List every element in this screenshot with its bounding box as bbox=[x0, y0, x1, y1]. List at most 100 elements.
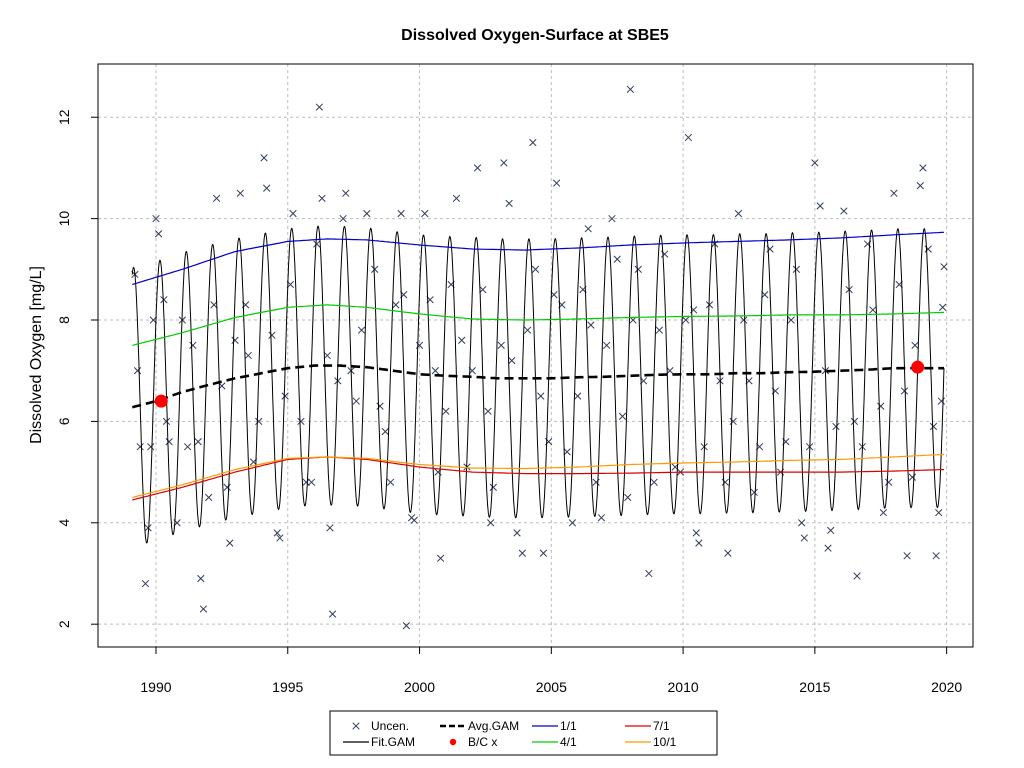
uncen-point bbox=[363, 209, 371, 218]
uncen-point bbox=[133, 367, 142, 375]
uncen-point bbox=[523, 326, 532, 334]
legend-label: Uncen. bbox=[371, 719, 409, 733]
x-tick-label: 2000 bbox=[404, 679, 435, 695]
uncen-point bbox=[260, 154, 268, 162]
uncen-point bbox=[276, 534, 284, 542]
uncen-point bbox=[497, 341, 505, 350]
uncen-point bbox=[141, 579, 150, 588]
series-fit-gam bbox=[131, 225, 945, 544]
uncen-point bbox=[624, 493, 632, 502]
bc-point bbox=[911, 360, 925, 374]
y-tick-label: 12 bbox=[56, 109, 72, 125]
uncen-point bbox=[231, 336, 239, 344]
uncen-point bbox=[268, 331, 276, 339]
uncen-point bbox=[144, 524, 152, 532]
uncen-point bbox=[724, 549, 732, 557]
uncen-point bbox=[940, 263, 948, 271]
uncen-point bbox=[183, 443, 192, 451]
uncen-point bbox=[816, 202, 824, 210]
uncen-point bbox=[626, 85, 635, 94]
series-4-1 bbox=[132, 304, 945, 346]
uncen-point bbox=[853, 572, 861, 580]
uncen-point bbox=[165, 438, 173, 446]
uncen-point bbox=[410, 516, 418, 524]
uncen-point bbox=[500, 159, 508, 167]
uncen-point bbox=[885, 478, 893, 486]
uncen-point bbox=[205, 493, 213, 502]
uncen-point bbox=[877, 402, 885, 410]
uncen-point bbox=[421, 209, 429, 218]
uncen-point bbox=[152, 214, 160, 223]
uncen-point bbox=[608, 214, 616, 223]
uncen-point bbox=[903, 552, 911, 560]
uncen-point bbox=[824, 544, 832, 552]
uncen-point bbox=[740, 316, 748, 324]
uncen-point bbox=[937, 397, 946, 405]
uncen-point bbox=[473, 164, 482, 172]
x-tick-label: 1990 bbox=[140, 679, 171, 695]
legend: Uncen. Fit.GAM Avg.GAM B/C x 1/1 4/1 7/1 10/1 bbox=[329, 710, 718, 756]
uncen-point bbox=[929, 422, 938, 431]
uncen-point bbox=[263, 184, 271, 192]
uncen-point bbox=[539, 549, 548, 557]
y-axis-label: Dissolved Oxygen [mg/L] bbox=[28, 266, 45, 444]
uncen-point bbox=[721, 478, 729, 486]
uncen-point bbox=[592, 478, 600, 486]
chart-title: Dissolved Oxygen-Surface at SBE5 bbox=[401, 27, 669, 44]
uncen-point bbox=[323, 351, 331, 360]
uncen-point bbox=[479, 285, 487, 294]
uncen-point bbox=[650, 478, 658, 486]
uncen-point bbox=[357, 326, 366, 334]
uncen-point bbox=[244, 351, 252, 360]
uncen-point bbox=[223, 483, 231, 491]
x-tick-label: 2010 bbox=[668, 679, 699, 695]
grid-lines bbox=[98, 64, 973, 647]
uncen-point bbox=[431, 367, 440, 375]
x-tick-label: 2005 bbox=[536, 679, 567, 695]
uncen-point bbox=[289, 209, 297, 218]
series-avg-gam bbox=[131, 364, 944, 409]
uncen-point bbox=[531, 265, 540, 273]
uncen-point bbox=[935, 509, 943, 517]
uncen-point bbox=[273, 529, 281, 537]
uncen-point bbox=[397, 209, 405, 218]
uncen-point bbox=[800, 534, 808, 542]
uncen-point bbox=[318, 194, 326, 202]
uncen-point bbox=[684, 133, 693, 142]
uncen-point bbox=[574, 392, 582, 400]
legend-label: 1/1 bbox=[560, 719, 577, 733]
uncen-point bbox=[136, 443, 144, 451]
uncen-point bbox=[939, 303, 947, 311]
plot-frame bbox=[97, 63, 974, 648]
uncen-point bbox=[563, 448, 571, 456]
uncen-point bbox=[518, 549, 526, 557]
uncen-point bbox=[147, 443, 155, 451]
uncen-point bbox=[386, 478, 395, 486]
uncen-point bbox=[226, 539, 234, 547]
legend-label: 4/1 bbox=[560, 735, 577, 749]
uncen-point bbox=[613, 255, 621, 263]
uncen-point bbox=[315, 103, 324, 111]
uncen-point bbox=[339, 214, 347, 223]
uncen-point bbox=[634, 265, 642, 273]
legend-marker bbox=[352, 722, 360, 730]
uncen-point bbox=[458, 336, 466, 344]
uncen-point bbox=[436, 554, 445, 562]
uncen-point bbox=[513, 529, 521, 537]
bc-point bbox=[154, 394, 168, 408]
axes: 1990 1995 2000 2005 2010 2015 2020 2 4 6 8 10 12 bbox=[56, 109, 962, 695]
uncen-point bbox=[402, 622, 411, 630]
plot-area bbox=[131, 85, 948, 630]
uncen-point bbox=[505, 199, 513, 208]
uncen-point bbox=[371, 265, 379, 273]
y-tick-label: 4 bbox=[56, 519, 72, 527]
uncen-point bbox=[236, 189, 244, 197]
uncen-point bbox=[692, 529, 700, 537]
uncen-point bbox=[508, 356, 516, 365]
uncen-point bbox=[792, 265, 801, 273]
uncen-point bbox=[302, 478, 310, 486]
uncen-point bbox=[655, 326, 664, 334]
uncen-point bbox=[587, 321, 595, 329]
uncen-point bbox=[529, 138, 537, 147]
